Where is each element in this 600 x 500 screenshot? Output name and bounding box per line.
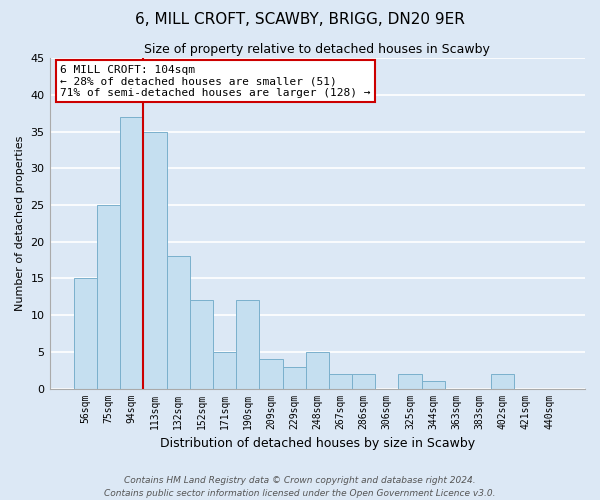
Text: Contains HM Land Registry data © Crown copyright and database right 2024.
Contai: Contains HM Land Registry data © Crown c… bbox=[104, 476, 496, 498]
Bar bbox=[283, 366, 305, 388]
Bar bbox=[259, 359, 283, 388]
Y-axis label: Number of detached properties: Number of detached properties bbox=[15, 136, 25, 311]
Bar bbox=[74, 278, 97, 388]
Bar bbox=[305, 352, 329, 389]
Title: Size of property relative to detached houses in Scawby: Size of property relative to detached ho… bbox=[145, 42, 490, 56]
Bar bbox=[352, 374, 375, 388]
Bar bbox=[120, 117, 143, 388]
Bar bbox=[143, 132, 167, 388]
Bar bbox=[167, 256, 190, 388]
Bar bbox=[190, 300, 213, 388]
Text: 6 MILL CROFT: 104sqm
← 28% of detached houses are smaller (51)
71% of semi-detac: 6 MILL CROFT: 104sqm ← 28% of detached h… bbox=[60, 64, 371, 98]
Bar bbox=[236, 300, 259, 388]
Bar bbox=[398, 374, 422, 388]
X-axis label: Distribution of detached houses by size in Scawby: Distribution of detached houses by size … bbox=[160, 437, 475, 450]
Bar bbox=[97, 205, 120, 388]
Bar bbox=[422, 381, 445, 388]
Bar bbox=[491, 374, 514, 388]
Text: 6, MILL CROFT, SCAWBY, BRIGG, DN20 9ER: 6, MILL CROFT, SCAWBY, BRIGG, DN20 9ER bbox=[135, 12, 465, 28]
Bar bbox=[329, 374, 352, 388]
Bar bbox=[213, 352, 236, 389]
